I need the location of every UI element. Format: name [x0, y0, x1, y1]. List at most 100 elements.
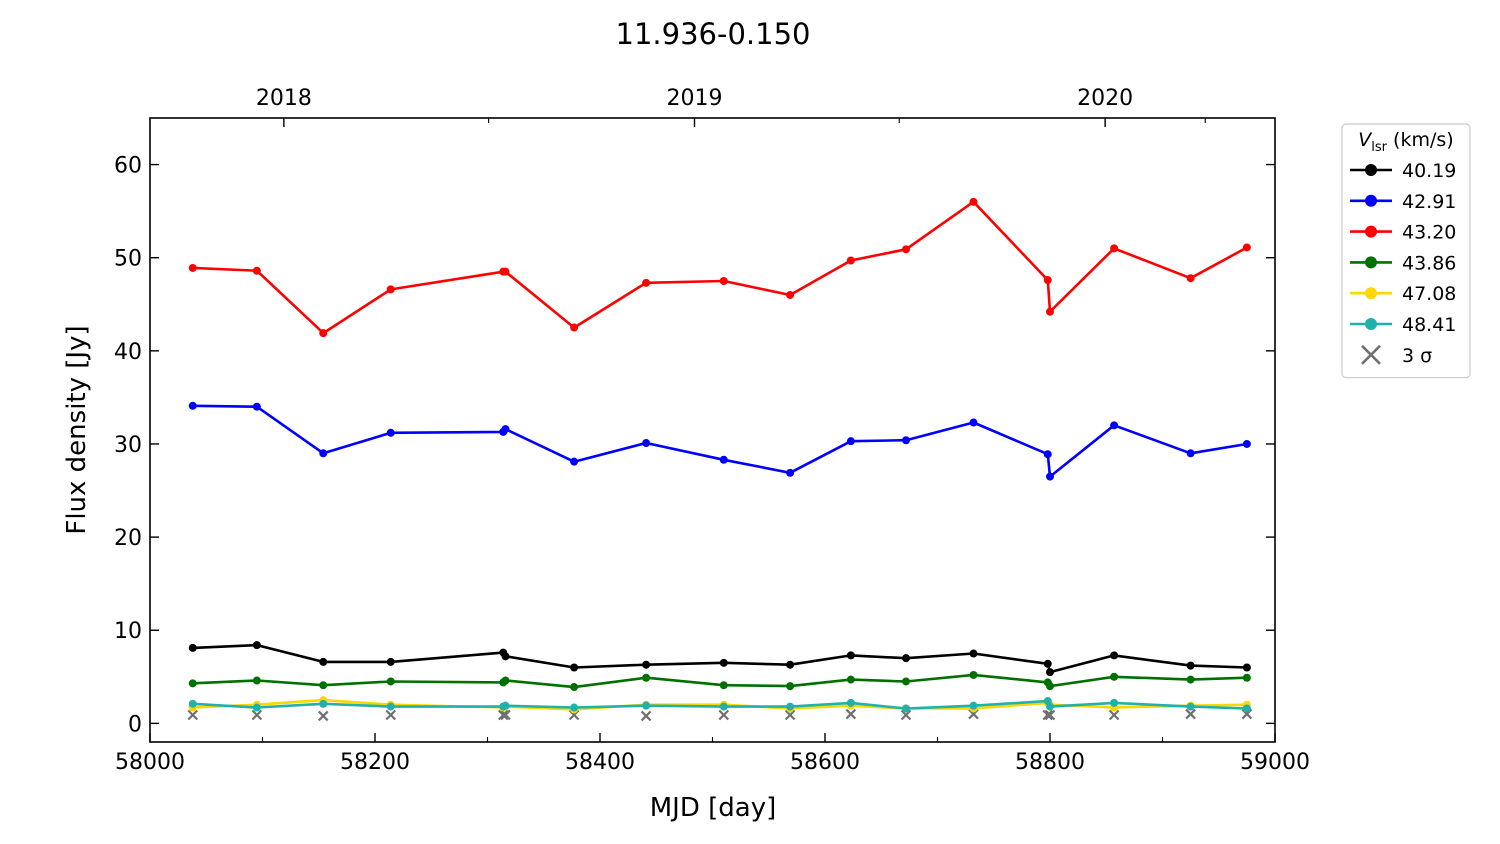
- y-tick-label: 30: [114, 433, 142, 458]
- legend-label: 47.08: [1402, 283, 1456, 305]
- data-point: [902, 436, 910, 445]
- legend-title-v: V: [1358, 129, 1373, 151]
- axis-ticks: 58000 58200 58400 58600 58800 59000 0 10 20 30 40 5…: [114, 86, 1310, 775]
- data-point: [570, 703, 579, 712]
- sigma-marker: [497, 709, 509, 721]
- data-point: [386, 428, 395, 437]
- data-point: [1186, 449, 1195, 458]
- data-point: [386, 702, 395, 711]
- data-point: [786, 660, 795, 669]
- legend-swatch-marker: [1365, 318, 1377, 330]
- legend-title-unit: (km/s): [1387, 129, 1454, 151]
- data-point: [1043, 450, 1052, 459]
- sigma-marker: [845, 708, 857, 720]
- sigma-marker: [784, 709, 796, 721]
- legend-label: 40.19: [1402, 160, 1456, 182]
- data-point: [1046, 682, 1054, 691]
- data-point: [846, 651, 855, 660]
- x-tick-label: 58600: [790, 750, 860, 775]
- data-point: [969, 701, 978, 710]
- data-point: [386, 657, 395, 666]
- data-point: [319, 449, 328, 458]
- data-point: [902, 677, 910, 686]
- legend-label-sigma: 3 σ: [1402, 345, 1432, 367]
- data-point: [846, 437, 855, 446]
- data-point: [719, 702, 728, 711]
- legend-label: 43.20: [1402, 222, 1456, 244]
- data-point: [501, 676, 510, 685]
- y-tick-label: 60: [114, 154, 142, 179]
- x-tick-label: 58800: [1015, 750, 1085, 775]
- data-point: [902, 704, 910, 713]
- sigma-marker: [385, 709, 397, 721]
- data-point: [846, 698, 855, 707]
- legend-swatch-marker: [1365, 194, 1377, 207]
- data-point: [252, 676, 261, 685]
- data-point: [570, 457, 579, 466]
- data-point: [252, 402, 261, 411]
- data-point: [319, 681, 328, 690]
- data-point: [1186, 675, 1195, 684]
- data-point: [786, 682, 795, 691]
- sigma-marker: [500, 709, 511, 721]
- data-point: [719, 658, 728, 667]
- data-point: [319, 329, 328, 338]
- data-point: [570, 663, 579, 672]
- y-tick-label: 50: [114, 247, 142, 272]
- sigma-marker: [718, 709, 730, 721]
- x-tick-label: 59000: [1240, 750, 1310, 775]
- sigma-marker: [900, 709, 912, 721]
- data-point: [501, 425, 510, 434]
- data-point: [188, 643, 197, 652]
- data-point: [846, 675, 855, 684]
- series-line-40.19: [192, 643, 1247, 674]
- data-point: [1046, 702, 1054, 711]
- data-point: [969, 418, 978, 427]
- legend-title-sub: lsr: [1371, 140, 1387, 155]
- data-point: [188, 263, 197, 272]
- y-tick-label: 10: [114, 619, 142, 644]
- x-tick-label: 58000: [115, 750, 185, 775]
- data-point: [1242, 673, 1251, 682]
- data-point: [252, 703, 261, 712]
- data-point: [1242, 439, 1251, 448]
- plot-frame: [149, 117, 1276, 743]
- data-point: [642, 673, 651, 682]
- data-point: [386, 285, 395, 294]
- y-axis-title: Flux density [Jy]: [62, 325, 92, 534]
- legend: Vlsr (km/s) 40.19 42.91 43.20 43.86 47.08 48.4…: [1341, 123, 1471, 379]
- legend-sigma-icon: [1361, 344, 1381, 365]
- legend-label: 48.41: [1402, 314, 1456, 336]
- data-point: [1110, 698, 1119, 707]
- data-point: [1046, 472, 1054, 481]
- legend-swatch-marker: [1365, 256, 1377, 269]
- series-line-42.91: [192, 404, 1248, 478]
- data-point: [846, 256, 855, 265]
- data-point: [501, 701, 510, 710]
- y-tick-label: 0: [128, 712, 142, 737]
- legend-box: [1341, 123, 1471, 379]
- data-point: [642, 278, 651, 287]
- y-tick-label: 20: [114, 526, 142, 551]
- data-point: [1186, 702, 1195, 711]
- data-point: [1043, 276, 1052, 285]
- data-point: [902, 245, 910, 254]
- data-point: [1242, 704, 1251, 713]
- data-point: [1186, 274, 1195, 283]
- data-point: [902, 654, 910, 663]
- data-point: [1186, 661, 1195, 670]
- sigma-marker: [640, 710, 652, 722]
- legend-swatch-marker: [1365, 225, 1377, 238]
- sigma-marker: [1042, 709, 1054, 721]
- sigma-marker: [1108, 709, 1120, 721]
- data-point: [969, 670, 978, 679]
- series-line-48.41: [192, 699, 1247, 710]
- y-tick-label: 40: [114, 340, 142, 365]
- series-layer: [187, 197, 1253, 722]
- data-point: [786, 290, 795, 299]
- x-tick-label: 58200: [340, 750, 410, 775]
- data-point: [719, 681, 728, 690]
- sigma-marker: [251, 709, 263, 721]
- series-line-43.20: [192, 200, 1248, 335]
